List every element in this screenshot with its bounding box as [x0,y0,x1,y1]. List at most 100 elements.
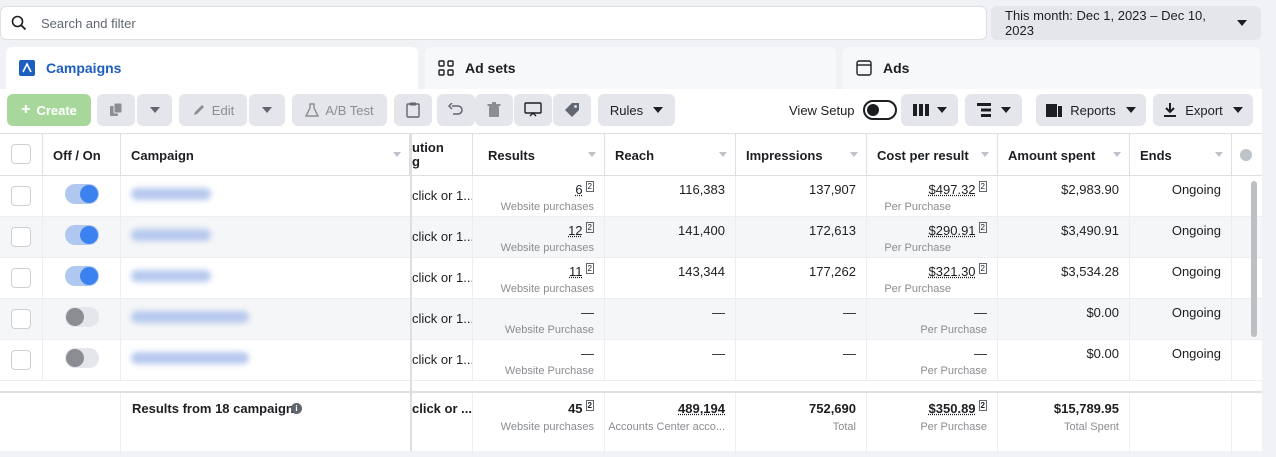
value[interactable]: 6 [575,182,583,197]
column-label: Impressions [746,147,823,163]
export-button[interactable]: Export [1153,94,1253,126]
duplicate-dropdown-button[interactable] [137,94,172,126]
campaign-name-redacted[interactable] [131,270,211,282]
table-header: Off / On Campaign ution g Results Reach … [0,133,1262,176]
cost-per-result-cell: — Per Purchase [867,299,998,340]
ends-value: Ongoing [1171,264,1221,279]
view-setup[interactable]: View Setup [789,94,897,126]
edit-dropdown-button[interactable] [249,94,285,126]
info-badge: 2 [978,181,987,192]
campaign-cell[interactable] [121,176,412,217]
create-button[interactable]: + Create [7,94,91,126]
header-amount-spent[interactable]: Amount spent [998,134,1130,176]
cpr-sub: Per Purchase [884,201,951,213]
duplicate-button[interactable] [97,94,135,126]
header-reach[interactable]: Reach [605,134,736,176]
table-row[interactable]: click or 1... — Website Purchase — — — Per Pur… [0,299,1262,340]
header-campaign[interactable]: Campaign [121,134,410,176]
tab-campaigns[interactable]: Campaigns [6,47,418,89]
search-bar[interactable]: Search and filter [0,6,987,40]
value[interactable]: 11 [569,264,583,279]
table-row[interactable]: click or 1... 6 2 Website purchases 116,383 1… [0,176,1262,217]
value[interactable]: $321.30 [928,264,976,279]
campaign-cell[interactable] [121,340,412,381]
results-sub: Website purchases [500,242,594,254]
vertical-scrollbar[interactable] [1251,181,1257,337]
results-sub: Website purchases [500,283,594,295]
header-off-on[interactable]: Off / On [43,134,121,176]
campaign-toggle[interactable] [65,184,99,204]
edit-button[interactable]: Edit [179,94,247,126]
ab-test-button[interactable]: A/B Test [292,94,387,126]
breakdown-button[interactable] [965,94,1022,126]
spent-value: $0.00 [1086,346,1119,361]
tag-button[interactable] [553,94,591,126]
footer-reach-value[interactable]: 489,194 [678,401,725,416]
campaign-toggle[interactable] [65,266,99,286]
campaign-name-redacted[interactable] [131,229,211,241]
undo-button[interactable] [437,94,475,126]
header-impressions[interactable]: Impressions [736,134,867,176]
value[interactable]: $497.32 [928,182,976,197]
select-all-checkbox[interactable] [11,144,31,164]
value[interactable]: $290.91 [928,223,976,238]
value[interactable]: $350.89 [928,401,976,416]
campaign-icon [19,60,35,76]
campaign-name-redacted[interactable] [131,352,249,364]
columns-button[interactable] [901,94,958,126]
campaign-name-redacted[interactable] [131,311,249,323]
results-cell: 12 2 Website purchases [473,217,605,258]
add-column-icon[interactable] [1240,149,1252,161]
results-cell: — Website Purchase [473,340,605,381]
campaign-cell[interactable] [121,258,412,299]
results-cell: 11 2 Website purchases [473,258,605,299]
campaign-cell[interactable] [121,217,412,258]
table-row[interactable]: click or 1... 11 2 Website purchases 143,344… [0,258,1262,299]
results-value: — [581,346,594,361]
chevron-down-icon [1125,107,1136,113]
impressions-cell: 177,262 [736,258,867,299]
tab-ad-sets[interactable]: Ad sets [425,47,836,89]
table-row[interactable]: click or 1... 12 2 Website purchases 141,400… [0,217,1262,258]
reports-button[interactable]: Reports [1036,94,1146,126]
header-cost-per-result[interactable]: Cost per result [867,134,998,176]
campaign-toggle[interactable] [65,307,99,327]
preview-button[interactable] [514,94,552,126]
reach-value: 143,344 [678,264,725,279]
trash-icon [487,102,501,117]
delete-button[interactable] [475,94,513,126]
row-checkbox[interactable] [11,186,31,206]
campaign-name-redacted[interactable] [131,188,211,200]
impressions-cell: 172,613 [736,217,867,258]
rules-button[interactable]: Rules [598,94,675,126]
date-range-picker[interactable]: This month: Dec 1, 2023 – Dec 10, 2023 [991,6,1261,40]
campaign-toggle[interactable] [65,225,99,245]
reach-value: — [712,346,725,361]
spent-value: $0.00 [1086,305,1119,320]
footer-ends [1130,393,1232,453]
header-attribution[interactable]: ution g [412,134,473,176]
export-label: Export [1185,102,1223,118]
header-ends[interactable]: Ends [1130,134,1232,176]
value[interactable]: 12 [568,223,583,238]
table-row[interactable]: click or 1... — Website Purchase — — — Per Pur… [0,340,1262,381]
campaign-cell[interactable] [121,299,412,340]
clipboard-button[interactable] [394,94,432,126]
column-label: Reach [615,147,655,163]
date-range-label: This month: Dec 1, 2023 – Dec 10, 2023 [1005,8,1206,38]
info-icon[interactable]: i [291,403,302,414]
view-setup-toggle[interactable] [862,100,897,120]
campaign-toggle[interactable] [65,348,99,368]
row-checkbox[interactable] [11,268,31,288]
search-input[interactable]: Search and filter [41,15,136,31]
sort-icon [1113,152,1121,157]
footer-spacer [0,393,121,453]
ends-value: Ongoing [1171,182,1221,197]
footer-attribution: click or ... [412,393,473,453]
row-checkbox[interactable] [11,309,31,329]
row-checkbox[interactable] [11,350,31,370]
pencil-icon [193,105,204,115]
tab-ads[interactable]: Ads [843,47,1260,89]
header-results[interactable]: Results [473,134,605,176]
row-checkbox[interactable] [11,227,31,247]
